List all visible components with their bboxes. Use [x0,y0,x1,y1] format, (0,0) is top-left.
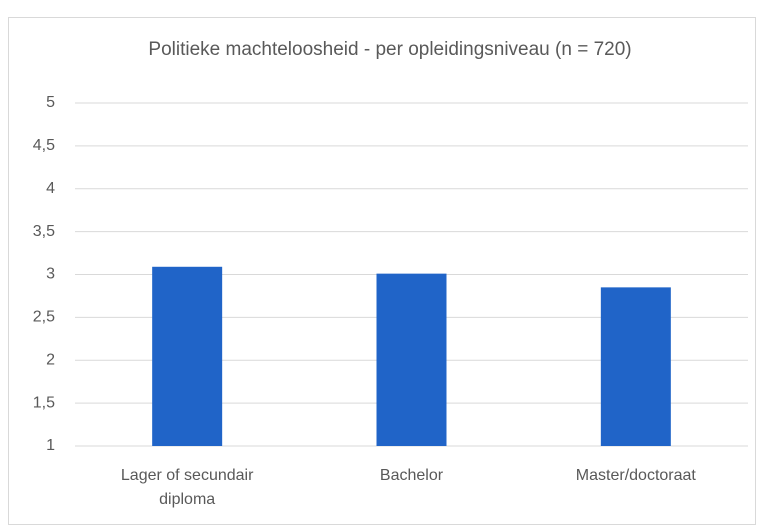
bar [152,266,223,446]
x-tick-label: Bachelor [379,467,444,484]
chart-title: Politieke machteloosheid - per opleiding… [148,39,631,60]
y-tick-label: 3 [46,266,55,283]
y-tick-label: 1 [46,437,55,454]
y-tick-label: 2 [46,351,55,368]
y-tick-label: 3,5 [33,223,55,240]
y-tick-label: 4 [46,180,55,197]
y-tick-label: 2,5 [33,309,55,326]
y-tick-label: 4,5 [33,137,55,154]
x-tick-label: Master/doctoraat [575,467,696,484]
y-tick-label: 5 [46,94,55,111]
y-tick-label: 1,5 [33,394,55,411]
chart-border [8,17,756,525]
bar [376,273,447,446]
bar [600,287,671,446]
x-tick-label: Lager of secundair diploma [120,467,254,508]
